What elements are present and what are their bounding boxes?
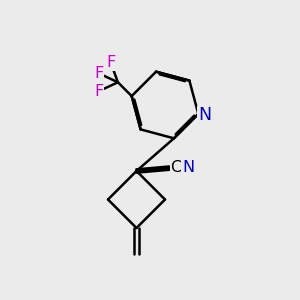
Text: F: F <box>94 84 104 99</box>
Text: F: F <box>94 66 104 81</box>
Text: N: N <box>182 160 194 175</box>
Text: N: N <box>198 106 211 124</box>
Text: C: C <box>170 160 182 175</box>
Text: F: F <box>106 55 115 70</box>
